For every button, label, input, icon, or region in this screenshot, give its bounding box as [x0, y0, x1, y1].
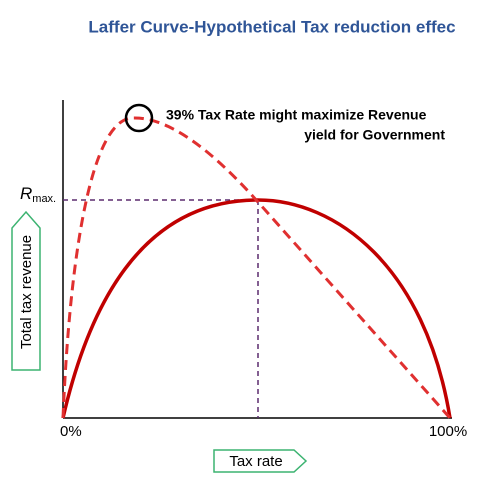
title: Laffer Curve-Hypothetical Tax reduction … [88, 17, 455, 36]
solid-curve [61, 198, 452, 419]
dashed-curve [61, 116, 452, 419]
x-end-label: 100% [429, 423, 467, 440]
y-label-box [11, 210, 41, 371]
x-axis-label: Tax rate [229, 453, 282, 470]
annotation-line: 39% Tax Rate might maximize Revenue [166, 107, 427, 123]
x-start-label: 0% [60, 423, 82, 440]
rmax-sub: max. [32, 193, 56, 205]
annotation-line: yield for Government [304, 127, 445, 143]
rmax-main: R [20, 184, 32, 203]
x-label-box [213, 449, 308, 473]
y-axis-label: Total tax revenue [18, 235, 35, 349]
peak-marker [124, 103, 154, 133]
rmax-label: Rmax. [20, 184, 56, 204]
